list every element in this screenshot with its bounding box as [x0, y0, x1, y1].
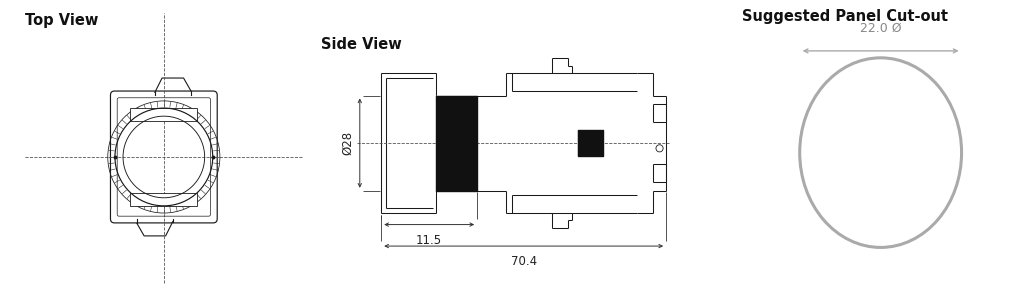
Text: Ø28: Ø28 — [342, 131, 354, 155]
Bar — [130, 108, 198, 121]
Text: 22.0 Ø: 22.0 Ø — [860, 22, 901, 35]
Text: 70.4: 70.4 — [511, 255, 537, 268]
Text: Suggested Panel Cut-out: Suggested Panel Cut-out — [742, 9, 948, 24]
FancyBboxPatch shape — [111, 91, 217, 223]
Bar — [130, 193, 198, 206]
Text: Side View: Side View — [321, 37, 401, 52]
Text: Top View: Top View — [25, 13, 98, 28]
Text: 11.5: 11.5 — [416, 234, 442, 247]
